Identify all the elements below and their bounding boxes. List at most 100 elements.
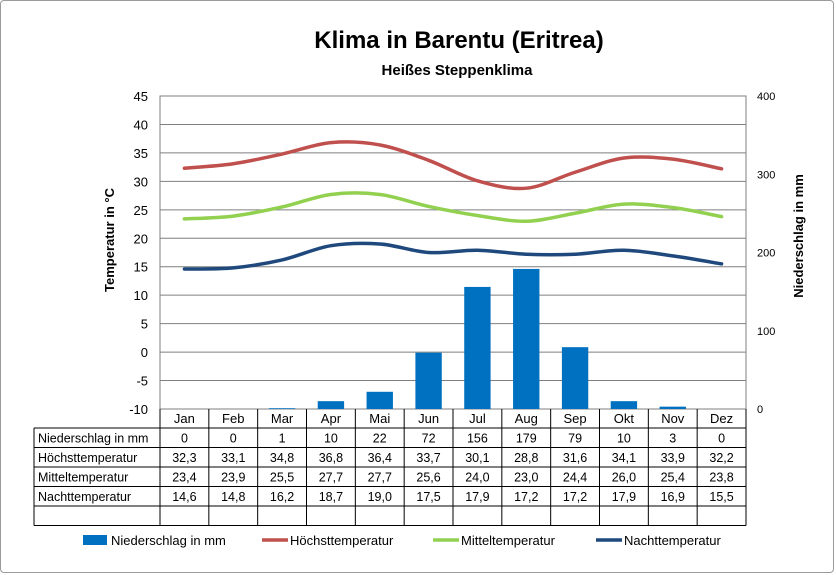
category-label: Aug	[515, 411, 538, 426]
table-cell: 15,5	[709, 490, 733, 504]
y2-tick-label: 200	[757, 248, 775, 260]
table-cell: 25,4	[661, 471, 685, 485]
legend: Niederschlag in mm Höchsttemperatur Mittel…	[83, 533, 721, 548]
table-cell: 36,8	[319, 451, 343, 465]
table-cell: 0	[230, 432, 237, 446]
category-label: Mar	[271, 411, 294, 426]
table-cell: 22	[373, 432, 387, 446]
precipitation-bar	[513, 268, 540, 409]
category-label: Dez	[710, 411, 733, 426]
table-cell: 17,5	[416, 490, 440, 504]
y2-tick-label: 400	[757, 91, 775, 103]
table-cell: 18,7	[319, 490, 343, 504]
legend-label: Niederschlag in mm	[111, 533, 226, 548]
category-label: Feb	[222, 411, 244, 426]
table-cell: 33,9	[661, 451, 685, 465]
table-cell: 14,8	[221, 490, 245, 504]
category-label: Jan	[174, 411, 195, 426]
data-table: Jan Feb Mar Apr Mai Jun Jul Aug Sep Okt Nov Dez Nied…	[33, 409, 747, 526]
y-axis-label: Temperatur in °C	[102, 187, 117, 292]
table-cell: 27,7	[319, 471, 343, 485]
table-cell: 30,1	[465, 451, 489, 465]
legend-label: Höchsttemperatur	[290, 533, 394, 548]
table-cell: 10	[324, 432, 338, 446]
y-tick-label: 5	[141, 317, 148, 332]
y-axis-ticks: 45 40 35 30 25 20 15 10 5 0 -5 -10	[129, 89, 148, 417]
y-tick-label: 10	[134, 288, 148, 303]
table-cell: 79	[568, 432, 582, 446]
table-cell: 31,6	[563, 451, 587, 465]
y2-axis-ticks: 400 300 200 100 0	[757, 91, 775, 416]
temperature-lines	[182, 140, 724, 271]
table-cell: 3	[669, 432, 676, 446]
precipitation-bar	[659, 406, 686, 409]
y-tick-label: 0	[141, 345, 148, 360]
table-cell: 24,4	[563, 471, 587, 485]
precipitation-bar	[317, 401, 345, 409]
table-row-label: Höchsttemperatur	[38, 451, 137, 465]
legend-label: Nachttemperatur	[624, 533, 721, 548]
table-cell: 17,9	[612, 490, 636, 504]
table-cell: 17,2	[563, 490, 587, 504]
table-cell: 33,7	[416, 451, 440, 465]
table-row-label: Mitteltemperatur	[38, 471, 128, 485]
precipitation-bar	[464, 286, 491, 409]
precipitation-bar	[561, 347, 589, 409]
table-cell: 179	[516, 432, 537, 446]
table-cell: 16,2	[270, 490, 294, 504]
table-cell: 25,6	[416, 471, 440, 485]
y-tick-label: 15	[134, 260, 148, 275]
table-cell: 32,2	[709, 451, 733, 465]
category-label: Mai	[369, 411, 390, 426]
category-label: Apr	[321, 411, 342, 426]
y2-tick-label: 100	[757, 326, 775, 338]
table-cell: 72	[422, 432, 436, 446]
chart-subtitle: Heißes Steppenklima	[382, 62, 534, 79]
table-cell: 17,9	[465, 490, 489, 504]
precipitation-bars	[268, 268, 686, 409]
y-tick-label: 35	[134, 146, 148, 161]
table-row-label: Nachttemperatur	[38, 490, 131, 504]
table-cell: 28,8	[514, 451, 538, 465]
y2-axis-label: Niederschlag in mm	[791, 174, 806, 298]
table-cell: 23,0	[514, 471, 538, 485]
precipitation-bar	[610, 401, 638, 409]
max-temperature-line	[182, 140, 724, 191]
precipitation-bar	[268, 408, 296, 409]
table-cell: 27,7	[368, 471, 392, 485]
y-tick-label: 25	[134, 203, 148, 218]
y2-tick-label: 0	[757, 404, 763, 416]
table-cell: 26,0	[612, 471, 636, 485]
y-tick-label: 20	[134, 231, 148, 246]
mean-temperature-line	[182, 191, 724, 223]
table-cell: 23,9	[221, 471, 245, 485]
table-cell: 14,6	[172, 490, 196, 504]
table-cell: 25,5	[270, 471, 294, 485]
table-cell: 34,8	[270, 451, 294, 465]
table-cell: 17,2	[514, 490, 538, 504]
legend-label: Mitteltemperatur	[461, 533, 556, 548]
y-tick-label: -10	[129, 402, 148, 417]
table-row-label: Niederschlag in mm	[38, 432, 148, 446]
category-label: Jul	[469, 411, 486, 426]
chart-title: Klima in Barentu (Eritrea)	[314, 27, 603, 54]
table-cell: 10	[617, 432, 631, 446]
table-cell: 16,9	[661, 490, 685, 504]
category-label: Jun	[418, 411, 439, 426]
table-cell: 0	[181, 432, 188, 446]
precipitation-bar	[366, 391, 393, 409]
category-label: Nov	[661, 411, 685, 426]
category-label: Sep	[564, 411, 587, 426]
table-cell: 23,8	[709, 471, 733, 485]
y-tick-label: -5	[136, 374, 148, 389]
night-temperature-line	[182, 241, 724, 271]
precipitation-bar	[415, 352, 442, 409]
table-cell: 19,0	[368, 490, 392, 504]
table-cell: 34,1	[612, 451, 636, 465]
table-cell: 33,1	[221, 451, 245, 465]
category-label: Okt	[614, 411, 635, 426]
table-cell: 1	[279, 432, 286, 446]
table-cell: 23,4	[172, 471, 196, 485]
